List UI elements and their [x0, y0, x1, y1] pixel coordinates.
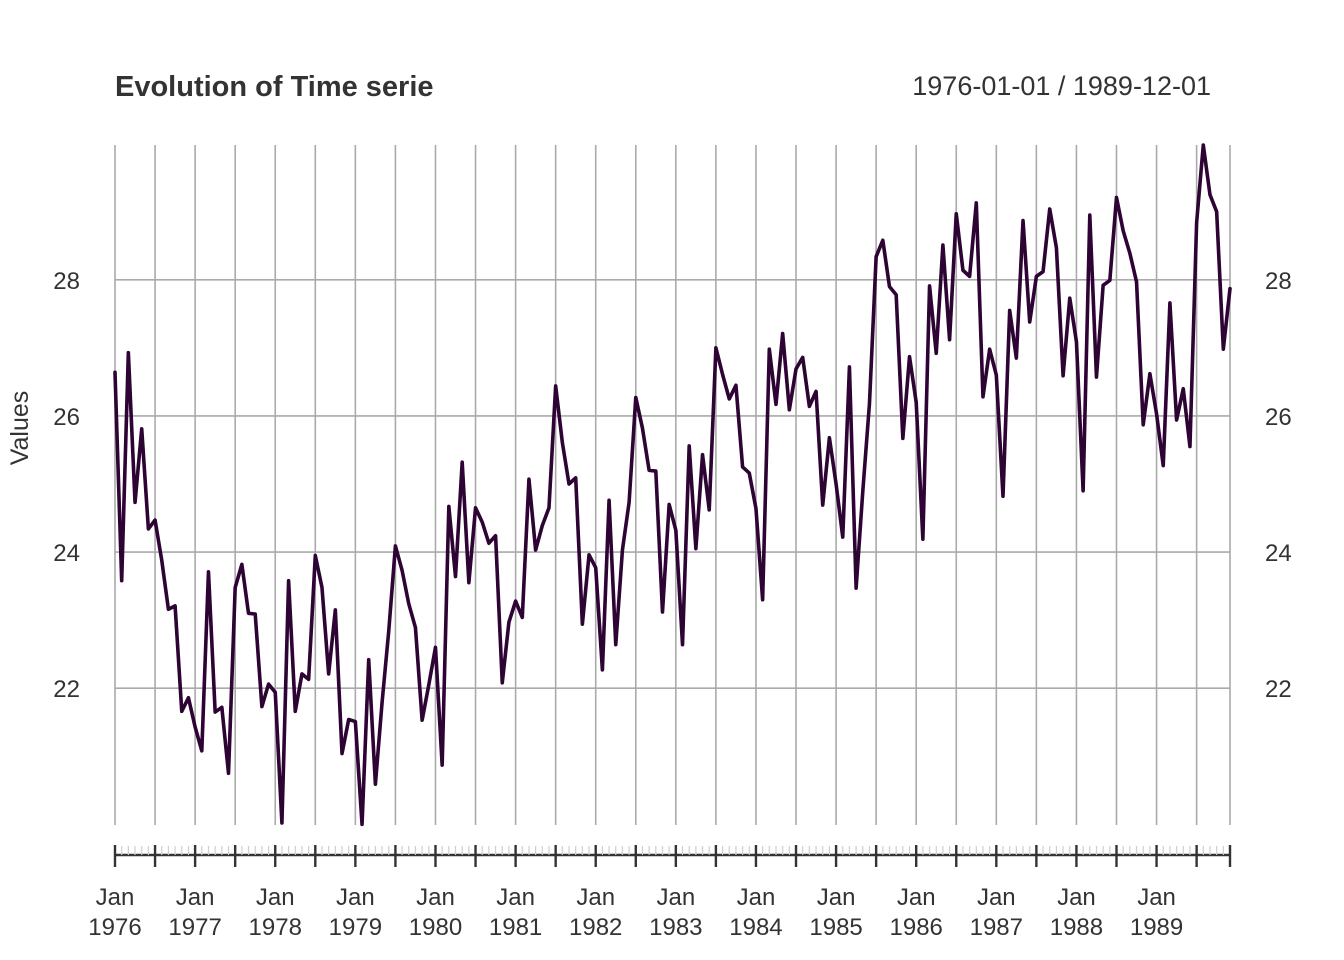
x-tick-label-month: Jan — [336, 884, 375, 911]
y-tick-label-right: 26 — [1265, 404, 1292, 431]
vertical-grid — [114, 145, 1231, 825]
y-tick-label-left: 26 — [53, 404, 80, 431]
x-tick-label-month: Jan — [496, 884, 535, 911]
x-tick-label-year: 1977 — [168, 914, 221, 941]
x-tick-label-month: Jan — [416, 884, 455, 911]
x-tick-label-year: 1989 — [1130, 914, 1183, 941]
y-tick-label-left: 22 — [53, 676, 80, 703]
x-tick-label-year: 1981 — [489, 914, 542, 941]
x-tick-label-year: 1986 — [890, 914, 943, 941]
horizontal-grid — [115, 278, 1230, 690]
x-tick-label-year: 1976 — [88, 914, 141, 941]
x-tick-label-year: 1985 — [809, 914, 862, 941]
x-tick-label-year: 1984 — [729, 914, 782, 941]
chart-title: Evolution of Time serie — [115, 71, 434, 103]
y-axis-left-labels: 22 24 26 28 — [53, 268, 80, 703]
x-tick-label-month: Jan — [897, 884, 936, 911]
x-tick-label-year: 1978 — [249, 914, 302, 941]
x-tick-label-month: Jan — [817, 884, 856, 911]
x-tick-label-month: Jan — [576, 884, 615, 911]
series-line — [113, 143, 1232, 827]
x-tick-label-month: Jan — [656, 884, 695, 911]
x-tick-label-year: 1983 — [649, 914, 702, 941]
y-tick-label-right: 28 — [1265, 268, 1292, 295]
x-tick-label-year: 1987 — [970, 914, 1023, 941]
x-tick-label-year: 1988 — [1050, 914, 1103, 941]
y-tick-label-left: 28 — [53, 268, 80, 295]
y-axis-label: Values — [6, 391, 34, 466]
x-axis: Jan 1976 Jan 1977 Jan 1978 Jan 1979 Jan 1980 Jan 19… — [88, 845, 1232, 941]
y-tick-label-right: 22 — [1265, 676, 1292, 703]
x-tick-label-month: Jan — [977, 884, 1016, 911]
y-axis-right-labels: 22 24 26 28 — [1265, 268, 1292, 703]
x-tick-label-month: Jan — [1137, 884, 1176, 911]
x-tick-label-month: Jan — [96, 884, 135, 911]
x-tick-label-year: 1979 — [329, 914, 382, 941]
x-tick-label-month: Jan — [176, 884, 215, 911]
y-tick-label-left: 24 — [53, 540, 80, 567]
series-group — [113, 143, 1232, 827]
x-tick-label-year: 1982 — [569, 914, 622, 941]
x-tick-label-year: 1980 — [409, 914, 462, 941]
x-tick-label-month: Jan — [1057, 884, 1096, 911]
x-tick-label-month: Jan — [256, 884, 295, 911]
y-tick-label-right: 24 — [1265, 540, 1292, 567]
x-tick-label-month: Jan — [737, 884, 776, 911]
date-range-label: 1976-01-01 / 1989-12-01 — [912, 71, 1211, 101]
